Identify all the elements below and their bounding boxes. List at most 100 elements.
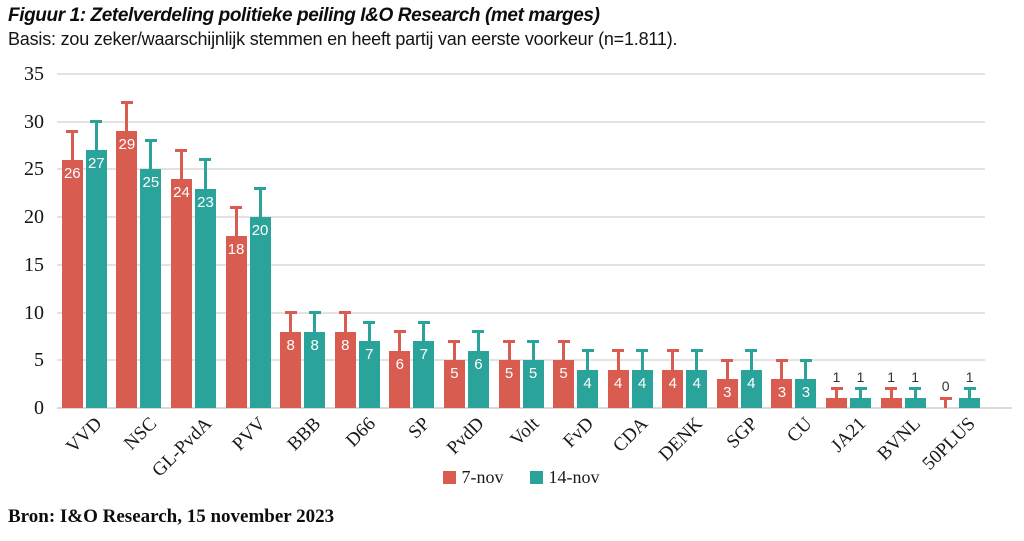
errorbar-cap-7-nov-SP <box>393 330 406 334</box>
gridline-15 <box>57 263 985 266</box>
errorbar-stem-14-nov-PvdD <box>476 331 480 351</box>
value-label-7-nov-SGP: 3 <box>723 384 732 402</box>
errorbar-cap-14-nov-Volt <box>527 339 539 343</box>
errorbar-cap-14-nov-CU <box>799 358 812 362</box>
value-label-14-nov-BVNL: 1 <box>911 368 919 385</box>
errorbar-cap-7-nov-BVNL <box>885 387 898 391</box>
y-tick-label-5: 5 <box>34 349 44 372</box>
bar-7-nov-SP <box>389 350 411 408</box>
x-label-CU: CU <box>782 413 817 447</box>
x-label-Volt: Volt <box>506 413 544 451</box>
value-label-7-nov-VVD: 26 <box>63 164 81 182</box>
errorbar-stem-14-nov-FvD <box>586 350 590 370</box>
errorbar-stem-14-nov-CU <box>804 360 808 380</box>
errorbar-cap-14-nov-BBB <box>308 311 321 315</box>
errorbar-stem-14-nov-SGP <box>749 350 753 370</box>
errorbar-cap-14-nov-50PLUS <box>963 387 976 391</box>
errorbar-cap-14-nov-NSC <box>144 139 157 143</box>
errorbar-cap-14-nov-SP <box>417 320 430 324</box>
errorbar-stem-14-nov-CDA <box>640 350 644 370</box>
bar-14-nov-D66 <box>358 341 380 408</box>
bar-14-nov-SP <box>413 341 435 408</box>
value-label-7-nov-BVNL: 1 <box>887 368 895 385</box>
gridline-10 <box>57 311 985 314</box>
value-label-14-nov-JA21: 1 <box>856 368 865 385</box>
value-label-14-nov-BBB: 8 <box>310 336 319 354</box>
value-label-14-nov-D66: 7 <box>365 346 374 364</box>
errorbar-cap-7-nov-50PLUS <box>939 396 952 400</box>
value-label-14-nov-Volt: 5 <box>528 365 538 383</box>
x-label-BVNL: BVNL <box>873 413 926 465</box>
bar-14-nov-GL-PvdA <box>194 188 216 408</box>
bar-7-nov-JA21 <box>826 398 848 408</box>
legend-swatch-14-nov <box>529 470 543 484</box>
errorbar-stem-14-nov-BBB <box>313 312 317 332</box>
errorbar-cap-7-nov-Volt <box>503 339 515 343</box>
value-label-14-nov-DENK: 4 <box>692 374 701 392</box>
legend-item-14-nov: 14-nov <box>529 467 600 487</box>
value-label-14-nov-NSC: 25 <box>142 174 160 192</box>
errorbar-cap-7-nov-BBB <box>284 311 297 315</box>
source-note: Bron: I&O Research, 15 november 2023 <box>8 506 335 527</box>
errorbar-cap-7-nov-CU <box>775 358 788 362</box>
errorbar-cap-7-nov-PVV <box>230 206 243 210</box>
errorbar-cap-7-nov-PvdD <box>448 339 461 343</box>
bar-14-nov-CU <box>795 379 817 408</box>
value-label-7-nov-CDA: 4 <box>614 374 623 392</box>
value-label-14-nov-CU: 3 <box>801 384 811 402</box>
legend-swatch-7-nov <box>442 470 456 484</box>
errorbar-cap-14-nov-JA21 <box>854 387 867 391</box>
errorbar-cap-7-nov-D66 <box>339 311 352 315</box>
errorbar-cap-14-nov-CDA <box>636 349 649 353</box>
y-tick-label-20: 20 <box>24 206 44 229</box>
bar-7-nov-VVD <box>61 159 83 408</box>
legend-label-14-nov: 14-nov <box>548 467 600 487</box>
errorbar-cap-7-nov-NSC <box>120 101 133 105</box>
value-label-7-nov-DENK: 4 <box>668 374 677 392</box>
errorbar-stem-7-nov-BBB <box>289 312 293 332</box>
errorbar-cap-7-nov-GL-PvdA <box>175 148 188 152</box>
y-tick-label-15: 15 <box>24 253 44 276</box>
gridline-30 <box>57 120 985 123</box>
errorbar-stem-14-nov-50PLUS <box>968 388 972 399</box>
bar-14-nov-SGP <box>740 369 762 408</box>
value-label-14-nov-VVD: 27 <box>87 155 105 173</box>
page-title: Figuur 1: Zetelverdeling politieke peili… <box>8 5 600 26</box>
bar-14-nov-50PLUS <box>959 398 981 408</box>
errorbar-cap-14-nov-D66 <box>363 320 376 324</box>
bar-14-nov-BBB <box>304 331 326 408</box>
errorbar-cap-14-nov-PVV <box>254 187 267 190</box>
y-tick-label-25: 25 <box>24 158 44 181</box>
x-label-D66: D66 <box>341 413 380 452</box>
x-label-50PLUS: 50PLUS <box>918 413 980 475</box>
errorbar-cap-7-nov-CDA <box>612 349 625 353</box>
errorbar-cap-7-nov-VVD <box>66 129 79 133</box>
bar-14-nov-Volt <box>522 360 544 408</box>
errorbar-stem-7-nov-PVV <box>234 207 238 237</box>
errorbar-stem-14-nov-JA21 <box>859 388 863 399</box>
gridline-35 <box>57 73 985 75</box>
bar-7-nov-CU <box>771 379 793 408</box>
bar-7-nov-BBB <box>280 331 302 408</box>
errorbar-stem-14-nov-SP <box>422 322 426 342</box>
bar-7-nov-GL-PvdA <box>170 178 192 408</box>
value-label-14-nov-SGP: 4 <box>747 374 756 392</box>
gridline-20 <box>57 216 985 219</box>
x-label-BBB: BBB <box>283 413 325 456</box>
bar-14-nov-VVD <box>85 150 107 408</box>
gridline-25 <box>57 168 985 171</box>
y-tick-label-10: 10 <box>24 301 44 324</box>
value-label-14-nov-50PLUS: 1 <box>965 368 974 385</box>
errorbar-stem-14-nov-NSC <box>149 140 153 170</box>
errorbar-cap-14-nov-DENK <box>690 349 703 353</box>
bar-7-nov-BVNL <box>880 398 902 408</box>
value-label-7-nov-SP: 6 <box>395 355 404 373</box>
errorbar-cap-14-nov-FvD <box>581 349 594 353</box>
errorbar-cap-14-nov-PvdD <box>472 330 485 334</box>
value-label-14-nov-PvdD: 6 <box>474 355 483 373</box>
errorbar-stem-14-nov-PVV <box>258 188 262 218</box>
x-label-SP: SP <box>404 413 434 444</box>
y-tick-label-0: 0 <box>34 397 44 419</box>
x-label-PvdD: PvdD <box>443 413 489 459</box>
